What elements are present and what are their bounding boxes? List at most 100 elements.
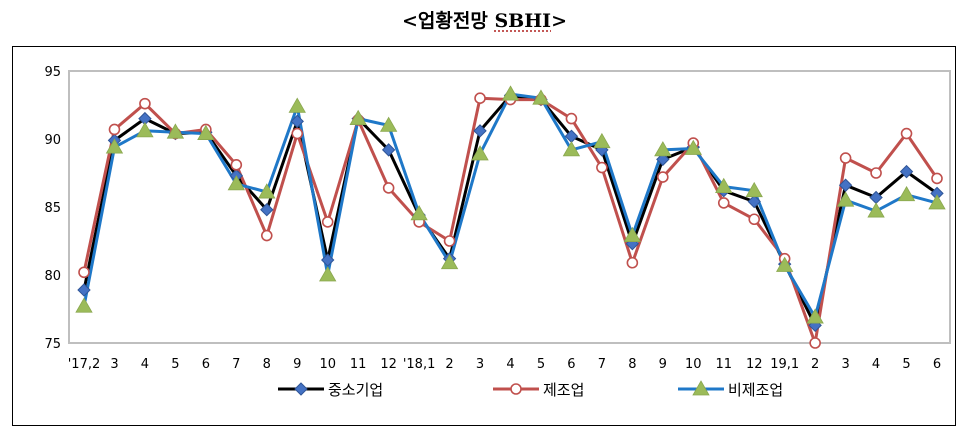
- legend-marker-1: [294, 382, 308, 396]
- data-point-series-3: [349, 109, 367, 125]
- y-tick-label: 95: [44, 65, 61, 80]
- data-point-series-2: [382, 182, 395, 194]
- chart-title-brand: SBHI: [494, 10, 552, 32]
- data-point-series-3: [197, 124, 215, 140]
- data-point-series-2: [230, 159, 243, 171]
- data-point-series-2: [474, 92, 486, 105]
- data-point-series-3: [806, 308, 824, 324]
- data-point-series-2: [565, 112, 578, 125]
- x-tick-label: 5: [537, 357, 545, 372]
- legend-label-2: 제조업: [543, 381, 584, 399]
- chart-title: <업황전망 SBHI>: [401, 10, 567, 32]
- x-tick-label: 8: [628, 357, 636, 372]
- data-point-series-3: [379, 116, 398, 132]
- x-tick-label: 12: [380, 357, 397, 372]
- data-point-series-3: [440, 253, 459, 270]
- x-tick-label: 6: [567, 357, 575, 372]
- data-point-series-2: [108, 123, 121, 136]
- data-point-series-1: [838, 178, 853, 192]
- data-point-series-1: [381, 143, 396, 157]
- data-point-series-1: [290, 114, 304, 129]
- data-point-series-3: [562, 141, 581, 157]
- x-tick-label: 5: [902, 357, 910, 372]
- data-point-series-2: [717, 197, 730, 209]
- x-tick-label: 11: [350, 357, 367, 372]
- data-point-series-2: [900, 127, 913, 140]
- legend-label-3: 비제조업: [728, 381, 783, 399]
- data-point-series-1: [260, 203, 274, 217]
- series-line-3: [82, 92, 938, 319]
- data-point-series-3: [775, 256, 794, 272]
- data-point-series-3: [288, 97, 306, 113]
- y-tick-label: 85: [44, 201, 61, 216]
- data-point-series-3: [836, 191, 855, 207]
- data-point-series-2: [260, 229, 273, 242]
- y-tick-label: 90: [44, 133, 61, 148]
- x-tick-label: 7: [598, 357, 606, 372]
- data-point-series-3: [501, 85, 520, 101]
- data-point-series-3: [75, 297, 93, 313]
- y-tick-label: 75: [44, 337, 61, 352]
- data-point-series-1: [321, 253, 335, 267]
- data-point-series-3: [593, 132, 611, 149]
- data-point-series-2: [839, 152, 852, 164]
- data-point-series-1: [899, 164, 914, 179]
- data-point-series-3: [684, 139, 702, 155]
- data-point-series-2: [78, 266, 90, 279]
- data-point-series-3: [136, 122, 154, 138]
- series-line-1: [82, 94, 938, 327]
- data-point-series-2: [870, 167, 882, 179]
- data-point-series-2: [443, 235, 456, 247]
- data-point-series-3: [623, 226, 642, 242]
- legend-marker-3: [692, 380, 710, 396]
- legend-marker-2: [510, 383, 522, 395]
- data-point-series-3: [410, 204, 428, 221]
- x-tick-label: 9: [293, 357, 301, 372]
- data-point-series-3: [928, 194, 946, 210]
- x-tick-label: 10: [685, 357, 702, 372]
- x-tick-label: '17,2: [68, 357, 101, 372]
- x-tick-label: 6: [202, 357, 210, 372]
- data-point-series-3: [897, 185, 916, 202]
- x-tick-label: 11: [715, 357, 732, 372]
- data-point-series-3: [532, 89, 550, 105]
- x-tick-label: '18,1: [403, 357, 436, 372]
- x-tick-label: 7: [232, 357, 240, 372]
- data-point-series-2: [657, 171, 669, 183]
- x-tick-label: 2: [445, 357, 453, 372]
- data-point-series-3: [654, 141, 672, 157]
- data-point-series-1: [473, 124, 487, 138]
- data-point-series-3: [745, 181, 763, 198]
- x-tick-label: 8: [263, 357, 271, 372]
- data-point-series-3: [166, 123, 185, 139]
- data-point-series-1: [77, 283, 91, 297]
- x-tick-label: 4: [872, 357, 880, 372]
- data-point-series-3: [471, 145, 489, 161]
- x-tick-label: 3: [841, 357, 849, 372]
- data-point-series-2: [321, 216, 334, 228]
- data-point-series-2: [139, 97, 151, 110]
- data-point-series-2: [931, 172, 943, 185]
- data-point-series-3: [227, 175, 246, 191]
- data-point-series-2: [748, 213, 761, 226]
- data-point-series-3: [867, 202, 885, 218]
- data-point-series-3: [715, 177, 733, 194]
- data-point-series-2: [596, 161, 608, 174]
- x-tick-label: 2: [811, 357, 819, 372]
- plot-area: [68, 70, 951, 344]
- chart-frame: 75 80 85 90 95'17,2 3 4 5 6 7 8 9 10 11 12'18,1 2 3 4 5 6 7 8…: [12, 46, 956, 426]
- data-point-series-2: [626, 256, 639, 269]
- x-tick-label: 10: [319, 357, 336, 372]
- x-tick-label: 3: [110, 357, 118, 372]
- x-tick-label: 5: [171, 357, 179, 372]
- x-tick-label: 9: [659, 357, 667, 372]
- x-tick-label: 19,1: [770, 357, 799, 372]
- data-point-series-2: [291, 127, 304, 140]
- x-tick-label: 6: [933, 357, 941, 372]
- data-point-series-3: [258, 183, 276, 199]
- x-tick-label: 4: [141, 357, 149, 372]
- data-point-series-3: [319, 266, 337, 282]
- data-point-series-3: [105, 138, 124, 154]
- data-point-series-2: [809, 337, 821, 349]
